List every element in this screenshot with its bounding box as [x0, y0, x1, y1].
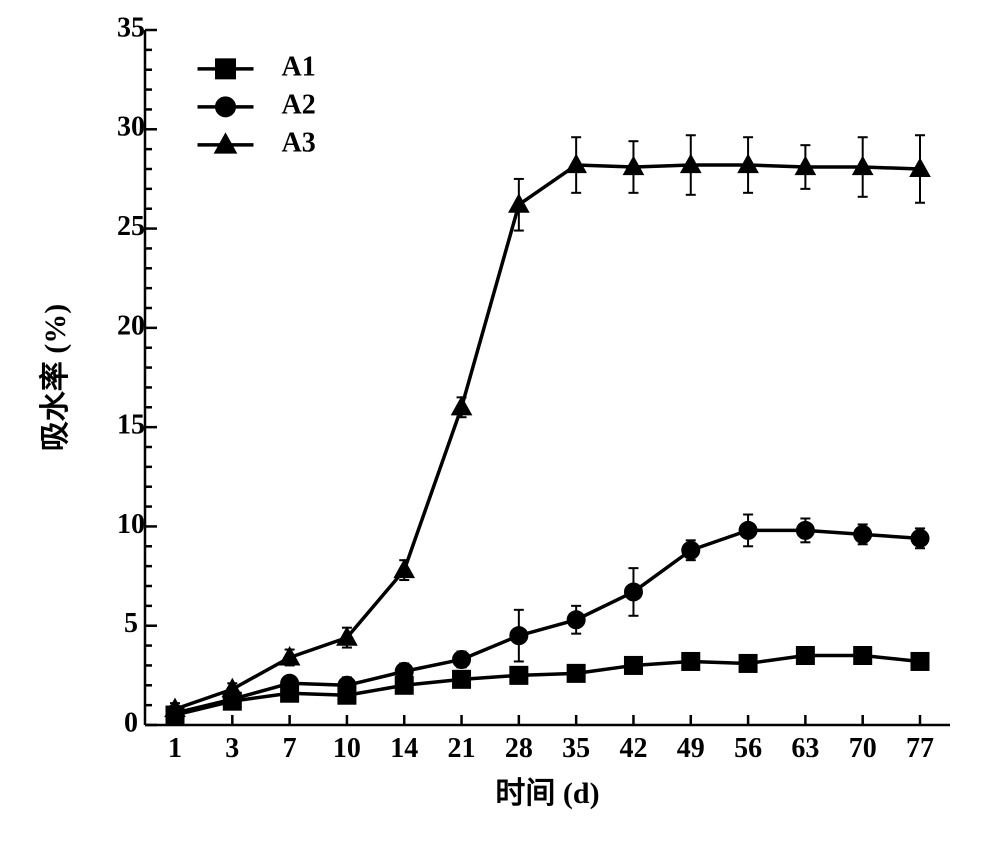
- x-axis-label: 时间 (d): [495, 777, 599, 810]
- y-tick-label: 5: [124, 608, 138, 639]
- y-tick-label: 15: [117, 410, 145, 441]
- x-tick-label: 56: [734, 733, 762, 764]
- chart-container: 0 5 10 15 20 25 30 35 1 3 7 10 14 21 28 35 42 49 56 63 70 77 时…: [0, 0, 1000, 861]
- y-tick-label: 35: [117, 12, 145, 43]
- y-tick-label: 10: [117, 509, 145, 540]
- y-tick-label: 0: [124, 707, 138, 738]
- legend-label-A2: A2: [282, 89, 316, 120]
- legend-label-A3: A3: [282, 127, 316, 158]
- legend: A1 A2 A3: [198, 51, 316, 158]
- x-tick-label: 49: [677, 733, 705, 764]
- x-tick-label: 63: [791, 733, 819, 764]
- x-tick-label: 14: [390, 733, 418, 764]
- legend-label-A1: A1: [282, 51, 316, 82]
- x-tick-label: 28: [505, 733, 533, 764]
- x-tick-label: 21: [448, 733, 476, 764]
- x-tick-label: 42: [619, 733, 647, 764]
- x-tick-label: 10: [333, 733, 361, 764]
- x-tick-label: 1: [168, 733, 182, 764]
- chart-svg: 0 5 10 15 20 25 30 35 1 3 7 10 14 21 28 35 42 49 56 63 70 77 时…: [0, 0, 1000, 861]
- x-tick-label: 70: [849, 733, 877, 764]
- y-axis-label: 吸水率 (%): [39, 304, 72, 451]
- x-tick-label: 77: [906, 733, 934, 764]
- y-tick-label: 30: [117, 112, 145, 143]
- x-tick-label: 3: [225, 733, 239, 764]
- x-tick-label: 7: [283, 733, 297, 764]
- y-tick-label: 20: [117, 310, 145, 341]
- y-tick-label: 25: [117, 211, 145, 242]
- x-tick-label: 35: [562, 733, 590, 764]
